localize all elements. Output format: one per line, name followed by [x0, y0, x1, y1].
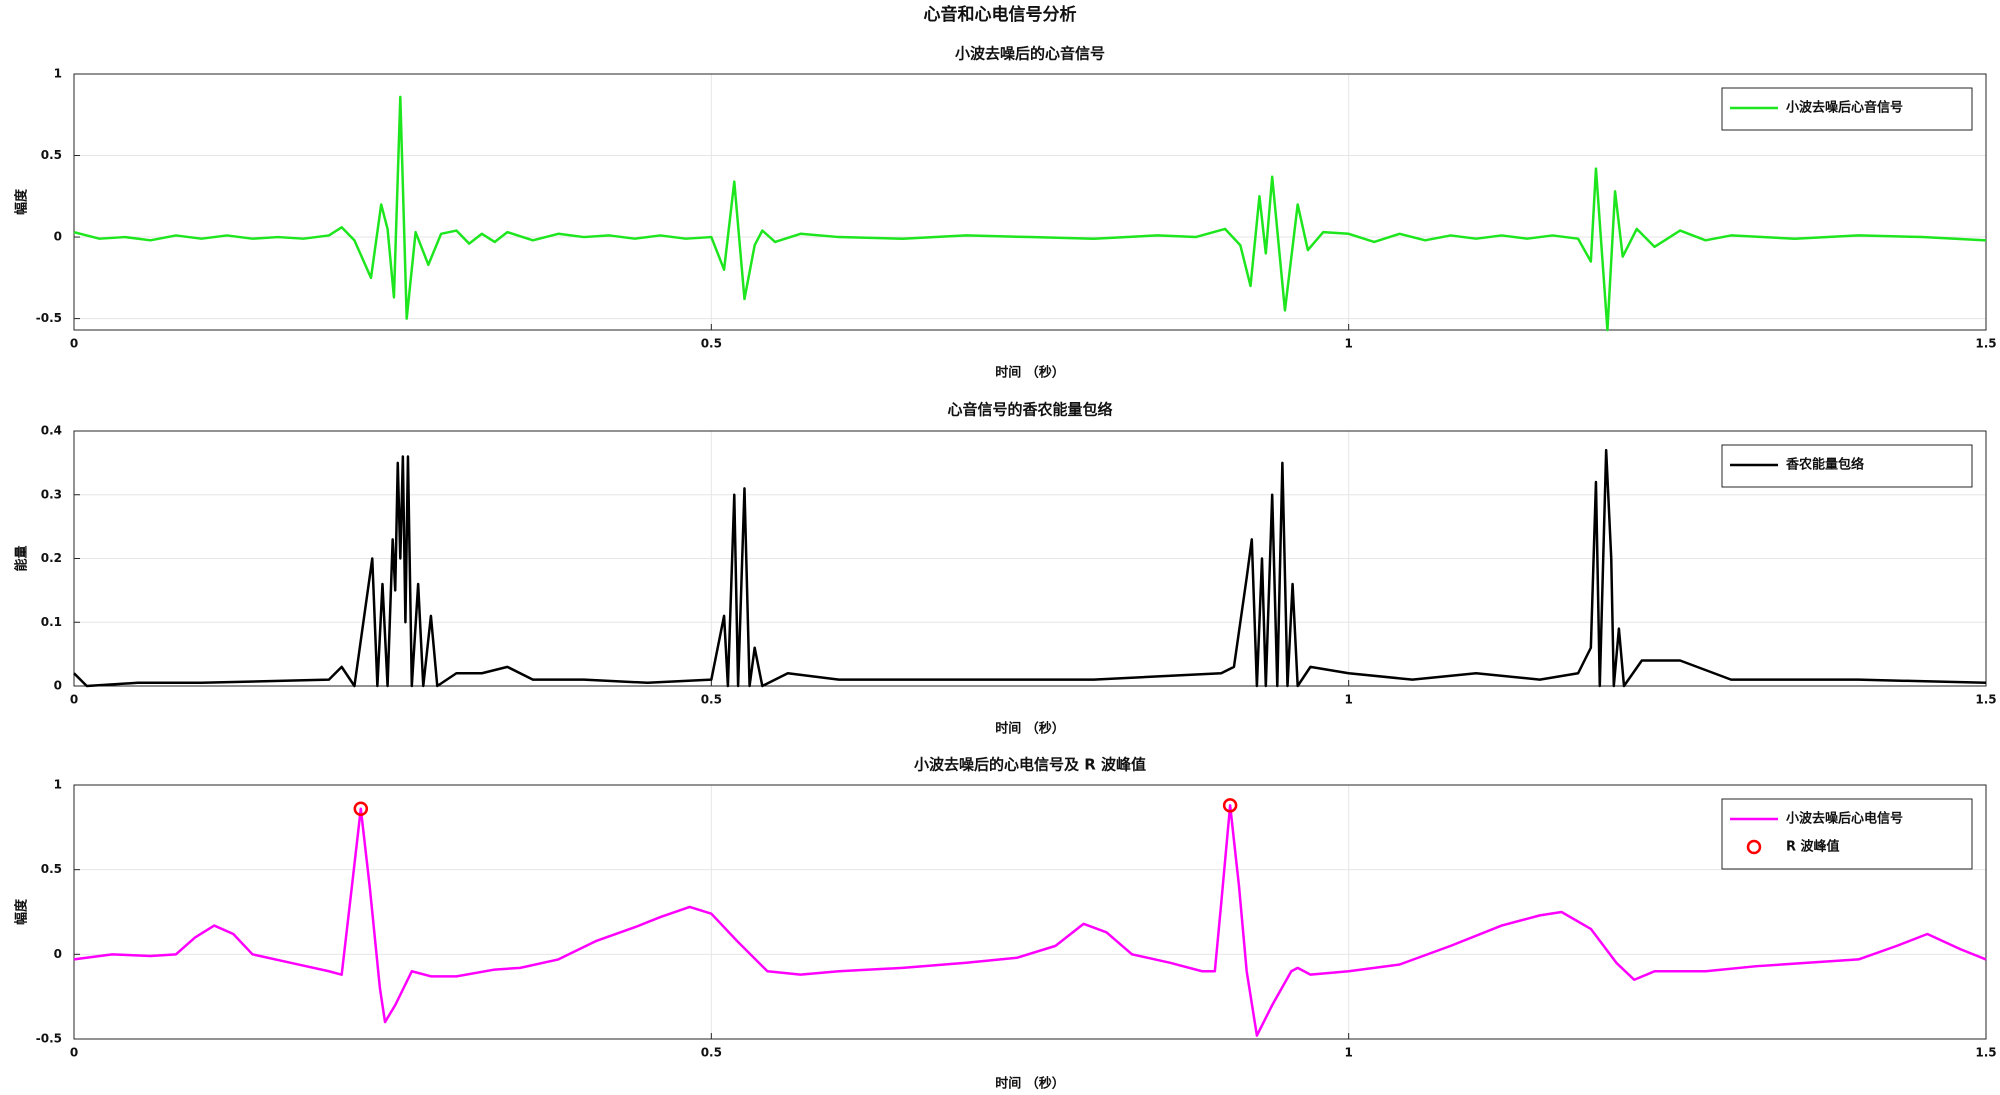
x-tick-label: 1.5 [1975, 693, 1996, 707]
y-tick-label: 0.4 [41, 424, 62, 438]
y-tick-label: 0.2 [41, 551, 62, 565]
x-tick-label: 1.5 [1975, 337, 1996, 351]
plot-area [74, 785, 1986, 1039]
subplot-title: 小波去噪后的心电信号及 R 波峰值 [914, 756, 1146, 774]
x-axis-label: 时间 （秒） [995, 721, 1065, 737]
y-axis-label: 幅度 [14, 898, 30, 925]
y-tick-label: 0 [54, 230, 62, 244]
y-tick-label: 1 [54, 778, 62, 792]
plot-area [74, 74, 1986, 330]
y-tick-label: 0.1 [41, 615, 62, 629]
y-tick-label: 0.5 [41, 148, 62, 162]
x-axis-label: 时间 （秒） [995, 1076, 1065, 1092]
y-tick-label: 1 [54, 67, 62, 81]
signal-line [73, 95, 1987, 332]
y-tick-label: 0.3 [41, 487, 62, 501]
x-axis-label: 时间 （秒） [995, 365, 1065, 381]
y-tick-label: -0.5 [36, 311, 62, 325]
y-axis-label: 能量 [14, 545, 30, 571]
plot-frame [73, 784, 1987, 1040]
y-tick-label: 0 [54, 679, 62, 693]
x-tick-label: 0.5 [701, 693, 722, 707]
x-tick-label: 1 [1344, 337, 1352, 351]
y-axis-label: 幅度 [14, 188, 30, 215]
y-tick-label: 0 [54, 947, 62, 961]
x-tick-label: 1 [1344, 693, 1352, 707]
subplot-title: 心音信号的香农能量包络 [947, 401, 1112, 419]
plot-frame [73, 73, 1987, 331]
legend-box [1721, 798, 1973, 870]
x-tick-label: 0 [70, 693, 78, 707]
x-tick-label: 1.5 [1975, 1046, 1996, 1060]
signal-line [73, 804, 1987, 1037]
x-tick-label: 0 [70, 1046, 78, 1060]
x-tick-label: 0 [70, 337, 78, 351]
y-tick-label: 0.5 [41, 862, 62, 876]
figure-title: 心音和心电信号分析 [924, 4, 1077, 25]
x-tick-label: 0.5 [701, 1046, 722, 1060]
x-tick-label: 1 [1344, 1046, 1352, 1060]
legend-marker [1746, 839, 1762, 855]
subplot-title: 小波去噪后的心音信号 [955, 45, 1105, 63]
x-tick-label: 0.5 [701, 337, 722, 351]
legend-label: R 波峰值 [1786, 839, 1840, 855]
y-tick-label: -0.5 [36, 1032, 62, 1046]
peak-marker [353, 801, 369, 816]
legend-label: 香农能量包络 [1785, 457, 1864, 473]
legend-label: 小波去噪后心电信号 [1786, 811, 1903, 827]
legend-label: 小波去噪后心音信号 [1786, 100, 1903, 116]
plot-frame [73, 430, 1987, 687]
peak-marker [1222, 798, 1238, 813]
signal-line [73, 448, 1987, 688]
